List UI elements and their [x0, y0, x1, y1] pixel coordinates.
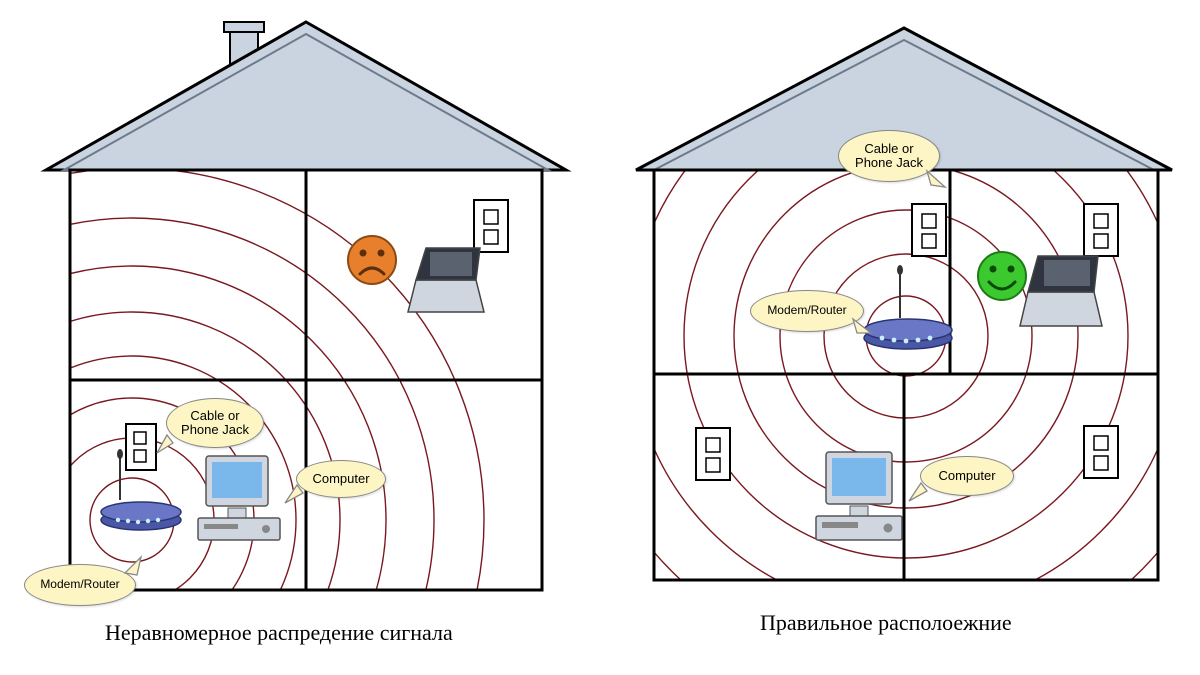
callout-computer: Computer: [296, 460, 386, 498]
wall-jack-icon: [912, 204, 946, 256]
callout-label: Computer: [938, 469, 995, 483]
desktop-computer-icon: [816, 452, 902, 540]
callout-computer: Computer: [920, 456, 1014, 496]
left-caption: Неравномерное распредение сигнала: [105, 620, 453, 646]
callout-modem-router: Modem/Router: [24, 564, 136, 606]
callout-label: Computer: [312, 472, 369, 486]
wall-jack-icon: [474, 200, 508, 252]
callout-modem-router: Modem/Router: [750, 290, 864, 332]
sad-face-icon: [348, 236, 396, 284]
callout-label: Modem/Router: [767, 304, 846, 317]
wall-jack-icon: [696, 428, 730, 480]
left-house: [0, 0, 600, 640]
right-caption: Правильное располоежние: [760, 610, 1012, 636]
desktop-computer-icon: [198, 456, 280, 540]
diagram-stage: Cable orPhone Jack Computer Modem/Router…: [0, 0, 1200, 675]
roof-icon: [46, 22, 566, 170]
callout-label: Cable orPhone Jack: [855, 142, 923, 171]
callout-label: Modem/Router: [40, 578, 119, 591]
happy-face-icon: [978, 252, 1026, 300]
callout-label: Cable orPhone Jack: [181, 409, 249, 438]
wall-jack-icon: [1084, 204, 1118, 256]
callout-cable-jack: Cable orPhone Jack: [166, 398, 264, 448]
callout-cable-jack: Cable orPhone Jack: [838, 130, 940, 182]
laptop-icon: [1020, 256, 1102, 326]
wall-jack-icon: [1084, 426, 1118, 478]
right-house: [600, 0, 1200, 640]
laptop-icon: [408, 248, 484, 312]
modem-router-icon: [864, 265, 952, 349]
wall-jack-icon: [126, 424, 156, 470]
